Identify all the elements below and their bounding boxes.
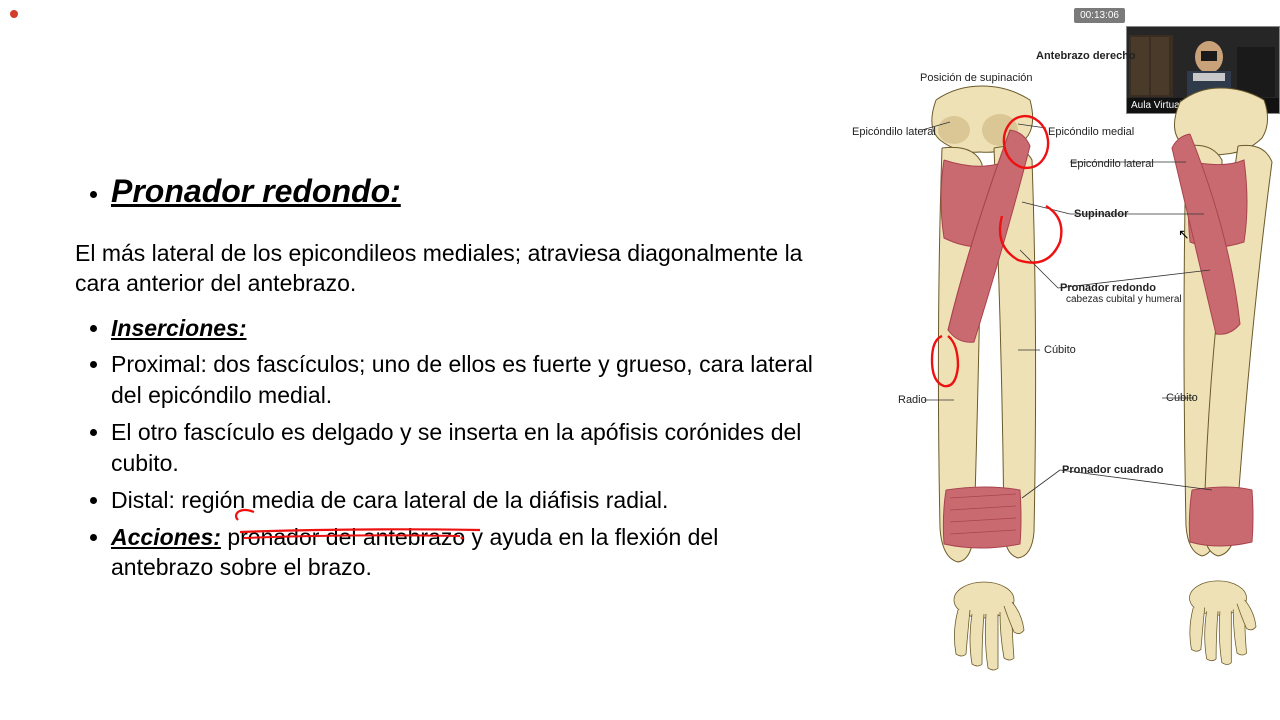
recording-indicator	[10, 10, 18, 18]
label-pronador-redondo: Pronador redondo	[1060, 282, 1156, 294]
bullet-acciones: Acciones: pronador del antebrazo y ayuda…	[111, 522, 815, 584]
label-radio: Radio	[898, 394, 927, 406]
label-supinador: Supinador	[1074, 208, 1128, 220]
bullet-otro: El otro fascículo es delgado y se insert…	[111, 417, 815, 479]
label-epicondilo-medial: Epicóndilo medial	[1048, 126, 1134, 138]
label-pronador-redondo-sub: cabezas cubital y humeral	[1066, 294, 1182, 305]
mouse-cursor: ↖	[1178, 226, 1190, 243]
label-cubito-r: Cúbito	[1166, 392, 1198, 404]
label-cubito-l: Cúbito	[1044, 344, 1076, 356]
fig-title-right: Antebrazo derecho	[1036, 50, 1136, 62]
fig-title-left: Posición de supinación	[920, 72, 1033, 84]
bullet-distal: Distal: región media de cara lateral de …	[111, 485, 815, 516]
label-epicondilo-lateral-r: Epicóndilo lateral	[1070, 158, 1154, 170]
slide-title: Pronador redondo:	[111, 173, 401, 209]
anatomy-figure: Antebrazo derecho Posición de supinación…	[850, 30, 1280, 710]
slide-body: Pronador redondo: El más lateral de los …	[75, 170, 815, 589]
recording-timer: 00:13:06	[1074, 8, 1125, 23]
bullet-proximal: Proximal: dos fascículos; uno de ellos e…	[111, 349, 815, 411]
label-epicondilo-lateral-l: Epicóndilo lateral	[852, 126, 936, 138]
label-pronador-cuadrado: Pronador cuadrado	[1062, 464, 1163, 476]
heading-acciones: Acciones:	[111, 524, 221, 550]
heading-inserciones: Inserciones:	[111, 315, 247, 341]
slide-intro: El más lateral de los epicondileos media…	[75, 239, 815, 299]
